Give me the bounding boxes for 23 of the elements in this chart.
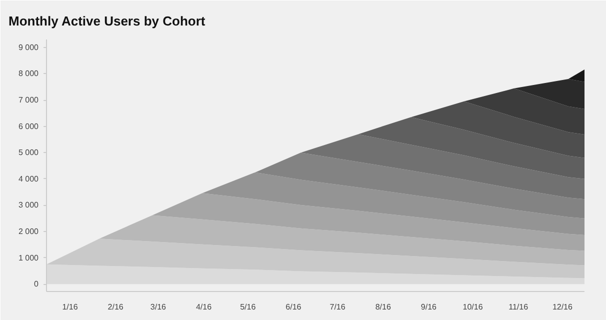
y-tick-label: 2 000 bbox=[18, 227, 40, 236]
x-tick-label: 8/16 bbox=[375, 302, 392, 312]
y-tick-label: 4 000 bbox=[18, 174, 40, 184]
chart-title: Monthly Active Users by Cohort bbox=[8, 14, 206, 28]
x-tick-label: 2/16 bbox=[108, 302, 124, 312]
y-tick-label: 3 000 bbox=[18, 200, 40, 210]
x-tick-label: 9/16 bbox=[420, 302, 438, 312]
y-tick-label: 6 000 bbox=[18, 122, 40, 131]
x-tick-label: 7/16 bbox=[330, 302, 346, 312]
y-tick-label: 8 000 bbox=[18, 69, 40, 78]
x-tick-label: 5/16 bbox=[240, 302, 256, 312]
x-tick-label: 11/16 bbox=[508, 302, 529, 312]
x-tick-label: 4/16 bbox=[196, 302, 212, 312]
y-tick-label: 0 bbox=[34, 280, 40, 289]
y-tick-label: 9 000 bbox=[18, 42, 40, 52]
y-tick-label: 7 000 bbox=[18, 96, 40, 104]
x-tick-label: 1/16 bbox=[62, 302, 78, 312]
x-tick-label: 3/16 bbox=[150, 302, 167, 312]
y-tick-label: 1 000 bbox=[18, 253, 40, 262]
x-tick-label: 12/16 bbox=[552, 302, 574, 312]
y-tick-label: 5 000 bbox=[18, 148, 40, 158]
x-tick-label: 10/16 bbox=[462, 302, 484, 312]
x-tick-label: 6/16 bbox=[286, 302, 302, 312]
